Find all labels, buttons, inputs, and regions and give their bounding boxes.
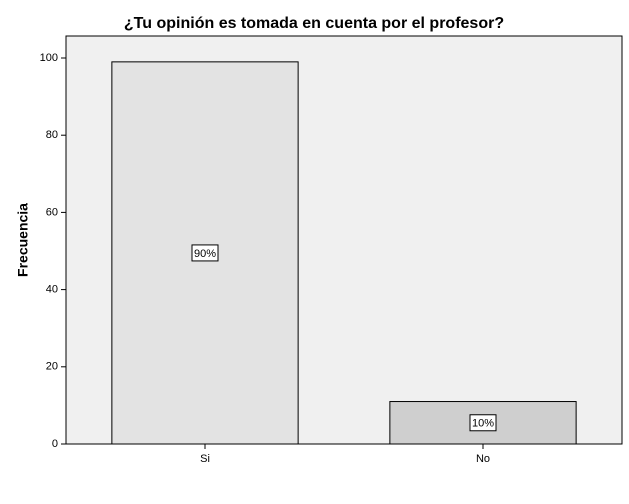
- y-axis-label: Frecuencia: [15, 203, 31, 277]
- y-tick-label: 20: [46, 361, 58, 373]
- y-tick-label: 60: [46, 206, 58, 218]
- percent-label-box: [469, 414, 497, 432]
- y-tick-label: 0: [52, 438, 58, 450]
- percent-label-box: [191, 244, 219, 262]
- percent-label: 10%: [472, 418, 494, 430]
- y-tick-label: 100: [40, 52, 58, 64]
- x-tick-label: Si: [200, 453, 210, 465]
- chart-title: ¿Tu opinión es tomada en cuenta por el p…: [124, 15, 504, 32]
- percent-label: 90%: [194, 248, 216, 260]
- y-tick-label: 80: [46, 129, 58, 141]
- y-tick-label: 40: [46, 284, 58, 296]
- x-tick-label: No: [476, 453, 490, 465]
